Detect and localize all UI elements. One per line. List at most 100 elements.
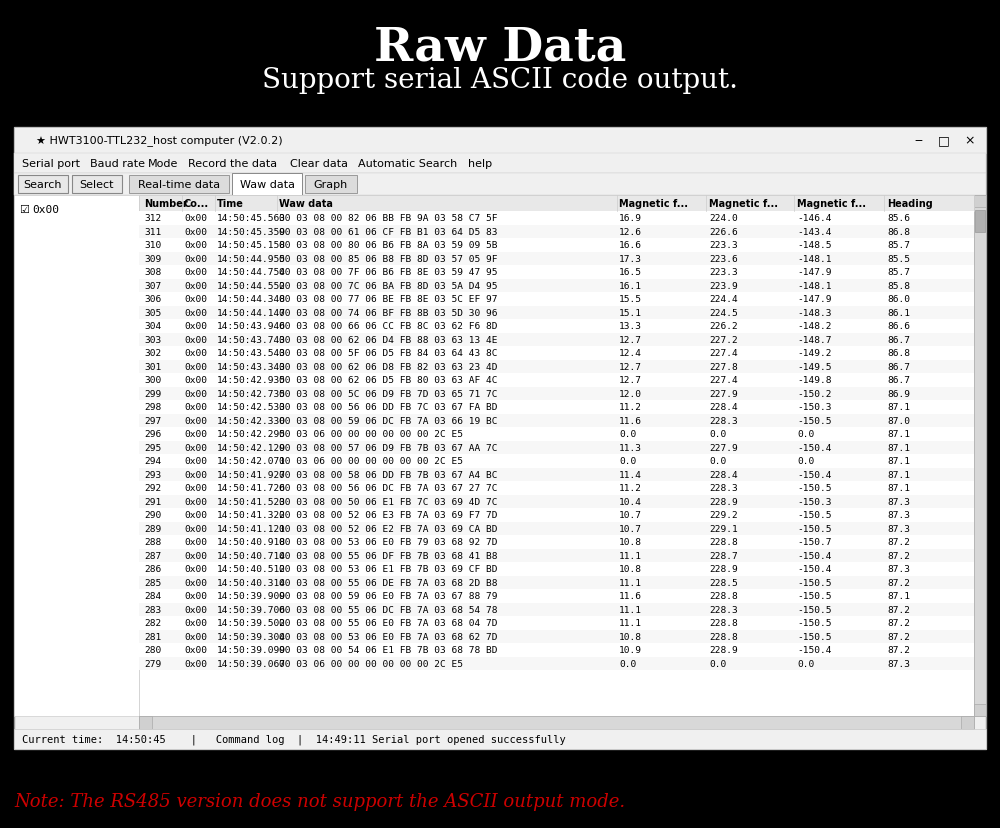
Text: 284: 284 — [144, 591, 161, 600]
Text: 11.4: 11.4 — [619, 470, 642, 479]
Text: 00 03 08 00 62 06 D4 FB 88 03 63 13 4E: 00 03 08 00 62 06 D4 FB 88 03 63 13 4E — [279, 335, 498, 344]
Text: 86.0: 86.0 — [887, 295, 910, 304]
Text: 227.4: 227.4 — [709, 349, 738, 358]
Text: 87.2: 87.2 — [887, 646, 910, 654]
Text: 310: 310 — [144, 241, 161, 250]
Text: 15.5: 15.5 — [619, 295, 642, 304]
Text: 00 03 08 00 66 06 CC FB 8C 03 62 F6 8D: 00 03 08 00 66 06 CC FB 8C 03 62 F6 8D — [279, 322, 498, 331]
Text: 87.3: 87.3 — [887, 497, 910, 506]
Text: help: help — [468, 159, 492, 169]
Text: 86.1: 86.1 — [887, 308, 910, 317]
Text: 14:50:39.099: 14:50:39.099 — [217, 646, 286, 654]
Text: 87.2: 87.2 — [887, 551, 910, 560]
Text: 228.9: 228.9 — [709, 646, 738, 654]
FancyBboxPatch shape — [305, 176, 357, 194]
Text: 304: 304 — [144, 322, 161, 331]
Text: 0x00: 0x00 — [184, 524, 207, 533]
Bar — [139, 195, 974, 212]
Text: 13.3: 13.3 — [619, 322, 642, 331]
Text: 227.4: 227.4 — [709, 376, 738, 385]
Text: 16.6: 16.6 — [619, 241, 642, 250]
Text: 14:50:44.348: 14:50:44.348 — [217, 295, 286, 304]
Bar — [974, 195, 986, 716]
Text: 290: 290 — [144, 511, 161, 520]
Text: 00 03 08 00 53 06 E1 FB 7B 03 69 CF BD: 00 03 08 00 53 06 E1 FB 7B 03 69 CF BD — [279, 565, 498, 574]
Text: 00 03 08 00 5C 06 D9 FB 7D 03 65 71 7C: 00 03 08 00 5C 06 D9 FB 7D 03 65 71 7C — [279, 389, 498, 398]
Text: -148.1: -148.1 — [797, 254, 832, 263]
Text: 11.2: 11.2 — [619, 402, 642, 412]
Text: 228.8: 228.8 — [709, 632, 738, 641]
Bar — [974, 704, 986, 716]
Text: 00 03 08 00 5F 06 D5 FB 84 03 64 43 8C: 00 03 08 00 5F 06 D5 FB 84 03 64 43 8C — [279, 349, 498, 358]
Text: 85.5: 85.5 — [887, 254, 910, 263]
Text: 86.7: 86.7 — [887, 363, 910, 371]
Text: 301: 301 — [144, 363, 161, 371]
Bar — [139, 508, 974, 522]
Text: 307: 307 — [144, 282, 161, 291]
Text: 00 03 08 00 55 06 DE FB 7A 03 68 2D B8: 00 03 08 00 55 06 DE FB 7A 03 68 2D B8 — [279, 578, 498, 587]
Text: 87.1: 87.1 — [887, 591, 910, 600]
Bar — [139, 657, 974, 670]
Bar — [139, 333, 974, 347]
Text: -149.8: -149.8 — [797, 376, 832, 385]
Text: 87.2: 87.2 — [887, 619, 910, 628]
Text: -150.5: -150.5 — [797, 484, 832, 493]
Text: 00 03 08 00 53 06 E0 FB 79 03 68 92 7D: 00 03 08 00 53 06 E0 FB 79 03 68 92 7D — [279, 537, 498, 546]
Text: 11.6: 11.6 — [619, 591, 642, 600]
Text: 00 03 08 00 56 06 DD FB 7C 03 67 FA BD: 00 03 08 00 56 06 DD FB 7C 03 67 FA BD — [279, 402, 498, 412]
Text: 87.1: 87.1 — [887, 470, 910, 479]
Text: 14:50:39.909: 14:50:39.909 — [217, 591, 286, 600]
Text: 286: 286 — [144, 565, 161, 574]
Text: 309: 309 — [144, 254, 161, 263]
Text: Raw Data: Raw Data — [374, 24, 626, 70]
Text: 00 03 08 00 55 06 E0 FB 7A 03 68 04 7D: 00 03 08 00 55 06 E0 FB 7A 03 68 04 7D — [279, 619, 498, 628]
Bar — [139, 360, 974, 373]
Text: 86.8: 86.8 — [887, 349, 910, 358]
Bar — [139, 373, 974, 387]
Text: -150.5: -150.5 — [797, 578, 832, 587]
Text: 00 03 08 00 55 06 DC FB 7A 03 68 54 78: 00 03 08 00 55 06 DC FB 7A 03 68 54 78 — [279, 605, 498, 614]
Text: 85.8: 85.8 — [887, 282, 910, 291]
Text: 306: 306 — [144, 295, 161, 304]
Text: Clear data: Clear data — [290, 159, 348, 169]
Text: 14:50:43.946: 14:50:43.946 — [217, 322, 286, 331]
Text: 00 03 08 00 62 06 D5 FB 80 03 63 AF 4C: 00 03 08 00 62 06 D5 FB 80 03 63 AF 4C — [279, 376, 498, 385]
Text: -150.5: -150.5 — [797, 605, 832, 614]
Bar — [139, 238, 974, 253]
Text: 227.9: 227.9 — [709, 389, 738, 398]
Text: 14:50:45.359: 14:50:45.359 — [217, 228, 286, 237]
Text: 228.7: 228.7 — [709, 551, 738, 560]
Text: 17.3: 17.3 — [619, 254, 642, 263]
Text: 14:50:42.330: 14:50:42.330 — [217, 416, 286, 426]
Text: ★ HWT3100-TTL232_host computer (V2.0.2): ★ HWT3100-TTL232_host computer (V2.0.2) — [36, 136, 283, 147]
Text: 0x00: 0x00 — [184, 308, 207, 317]
Text: 0x00: 0x00 — [184, 282, 207, 291]
Text: 0x00: 0x00 — [184, 389, 207, 398]
Bar — [139, 306, 974, 320]
Bar — [139, 225, 974, 238]
Bar — [14, 128, 986, 154]
Text: 00 03 08 00 58 06 DD FB 7B 03 67 A4 BC: 00 03 08 00 58 06 DD FB 7B 03 67 A4 BC — [279, 470, 498, 479]
Text: 10.7: 10.7 — [619, 511, 642, 520]
Text: ☑: ☑ — [19, 205, 29, 214]
Text: 14:50:42.935: 14:50:42.935 — [217, 376, 286, 385]
Bar — [139, 292, 974, 306]
Bar — [139, 603, 974, 616]
Text: -150.2: -150.2 — [797, 389, 832, 398]
Text: 223.3: 223.3 — [709, 268, 738, 277]
Text: -147.9: -147.9 — [797, 295, 832, 304]
Text: 11.1: 11.1 — [619, 578, 642, 587]
Text: 14:50:42.735: 14:50:42.735 — [217, 389, 286, 398]
Text: 00 03 08 00 7F 06 B6 FB 8E 03 59 47 95: 00 03 08 00 7F 06 B6 FB 8E 03 59 47 95 — [279, 268, 498, 277]
Text: 226.2: 226.2 — [709, 322, 738, 331]
Text: 00 03 08 00 62 06 D8 FB 82 03 63 23 4D: 00 03 08 00 62 06 D8 FB 82 03 63 23 4D — [279, 363, 498, 371]
Bar — [139, 401, 974, 414]
Text: 224.4: 224.4 — [709, 295, 738, 304]
Text: 283: 283 — [144, 605, 161, 614]
Text: 0x00: 0x00 — [184, 402, 207, 412]
Text: Real-time data: Real-time data — [138, 180, 220, 190]
Text: □: □ — [938, 134, 950, 147]
Bar — [139, 427, 974, 441]
Text: 87.2: 87.2 — [887, 537, 910, 546]
Text: Select: Select — [80, 180, 114, 190]
